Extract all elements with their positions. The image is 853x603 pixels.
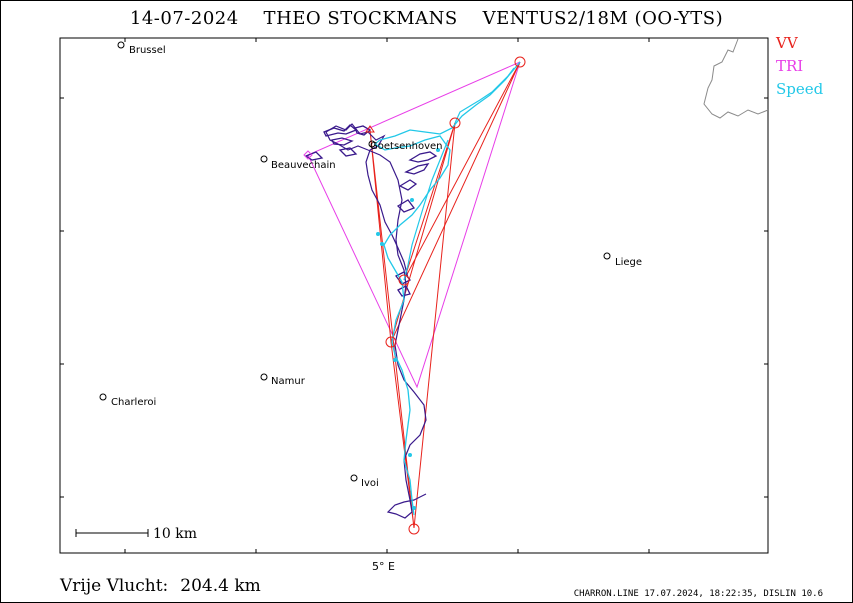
speed-track-2 [454, 67, 515, 124]
turnpoint-mid [398, 274, 410, 286]
scale-bar [75, 529, 149, 537]
country-border [703, 38, 769, 119]
distance-label: Vrije Vlucht: [60, 576, 169, 596]
bottom-ticks [124, 38, 650, 553]
flight-track-north [325, 123, 409, 279]
city-markers [99, 41, 611, 482]
turnpoint-ne [514, 56, 526, 68]
speed-markers [376, 148, 440, 510]
legend-speed: Speed [776, 80, 824, 98]
page-title: 14-07-2024 THEO STOCKMANS VENTUS2/18M (O… [129, 8, 724, 29]
city-label-charleroi: Charleroi [111, 397, 156, 408]
tri-marker [303, 150, 313, 160]
x-tick-label: 5° E [372, 560, 395, 573]
city-label-liege: Liege [615, 257, 642, 268]
city-label-brussel: Brussel [129, 45, 166, 56]
start-marker [365, 125, 375, 133]
speed-track-3 [403, 139, 449, 281]
footer-credit: CHARRON.LINE 17.07.2024, 18:22:35, DISLI… [573, 589, 823, 599]
scale-bar-label: 10 km [153, 526, 197, 542]
legend-vv: VV [776, 34, 798, 52]
distance-summary: Vrije Vlucht: 204.4 km [60, 576, 261, 596]
left-ticks [60, 97, 64, 498]
legend-tri: TRI [776, 57, 804, 75]
map-frame [59, 37, 769, 554]
tri-course [307, 61, 521, 389]
distance-value: 204.4 km [180, 576, 261, 596]
city-label-goetsenhoven: Goetsenhoven [370, 141, 443, 152]
speed-track [373, 61, 521, 516]
city-label-namur: Namur [271, 376, 306, 387]
turnpoint-sw [385, 336, 397, 348]
turnpoints [385, 56, 526, 535]
vv-course [369, 61, 521, 529]
turnpoint-s [408, 523, 420, 535]
turnpoint-n [449, 117, 461, 129]
vv-course-extra [413, 122, 456, 529]
city-label-ivoi: Ivoi [361, 478, 379, 489]
thermal-circles-north [304, 124, 438, 297]
flight-track [367, 149, 427, 519]
right-ticks [764, 97, 768, 498]
city-label-beauvechain: Beauvechain [271, 160, 336, 171]
